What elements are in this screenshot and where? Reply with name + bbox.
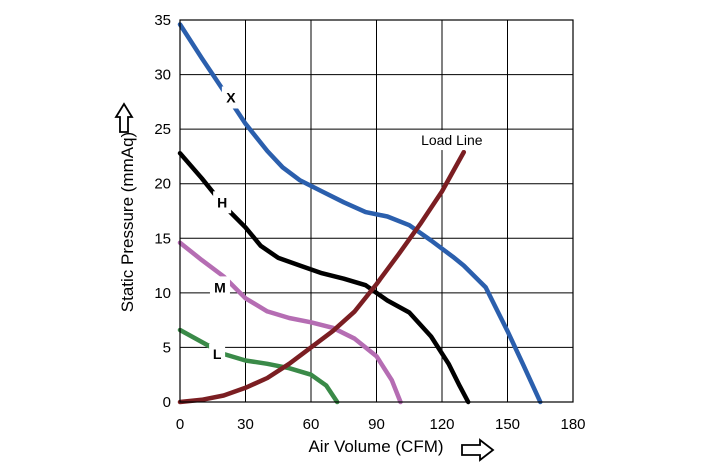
series-line-load-line [177, 149, 467, 405]
series-label-text: L [213, 346, 222, 362]
series-label-h: H [213, 191, 232, 214]
x-tick-label: 90 [368, 416, 385, 433]
x-axis-label: Air Volume (CFM) [308, 437, 443, 456]
y-tick-label: 20 [154, 176, 171, 193]
series-labels: X H M L Load Line [209, 86, 492, 364]
y-tick-label: 25 [154, 121, 171, 138]
series-label-text: X [226, 89, 236, 105]
grid [179, 19, 574, 403]
series-label-x: X [221, 86, 240, 109]
series-line-m [177, 240, 403, 405]
x-tick-label: 0 [176, 416, 184, 433]
y-tick-label: 5 [163, 339, 171, 356]
series-label-text: Load Line [421, 132, 483, 148]
x-tick-label: 150 [495, 416, 520, 433]
x-tick-label: 30 [237, 416, 254, 433]
y-axis-arrow-icon [114, 102, 134, 133]
series-label-m: M [209, 276, 230, 299]
y-tick-label: 15 [154, 230, 171, 247]
series-label-background [411, 130, 492, 151]
series-line-x [177, 22, 543, 405]
x-tick-label: 180 [560, 416, 585, 433]
series-label-background [209, 276, 230, 299]
series-label-background [213, 191, 232, 214]
x-tick-label: 60 [303, 416, 320, 433]
series-label-load-line: Load Line [411, 130, 492, 151]
series-label-text: M [214, 279, 226, 295]
series-label-text: H [217, 194, 227, 210]
series-label-l: L [209, 343, 226, 364]
series-curves [177, 22, 543, 405]
y-axis-label: Static Pressure (mmAq) [118, 132, 137, 312]
x-axis-arrow-icon [461, 438, 495, 462]
y-tick-label: 0 [163, 394, 171, 411]
series-label-background [209, 343, 226, 364]
y-tick-label: 30 [154, 67, 171, 84]
series-line-h [177, 150, 471, 405]
tick-labels: 0 30 60 90 120 150 180 0 5 10 15 20 25 30 35 [154, 12, 585, 433]
y-tick-label: 35 [154, 12, 171, 29]
series-label-background [221, 86, 240, 109]
x-tick-label: 120 [429, 416, 454, 433]
plot-frame [179, 19, 574, 403]
y-tick-label: 10 [154, 285, 171, 302]
series-line-l [177, 327, 340, 405]
